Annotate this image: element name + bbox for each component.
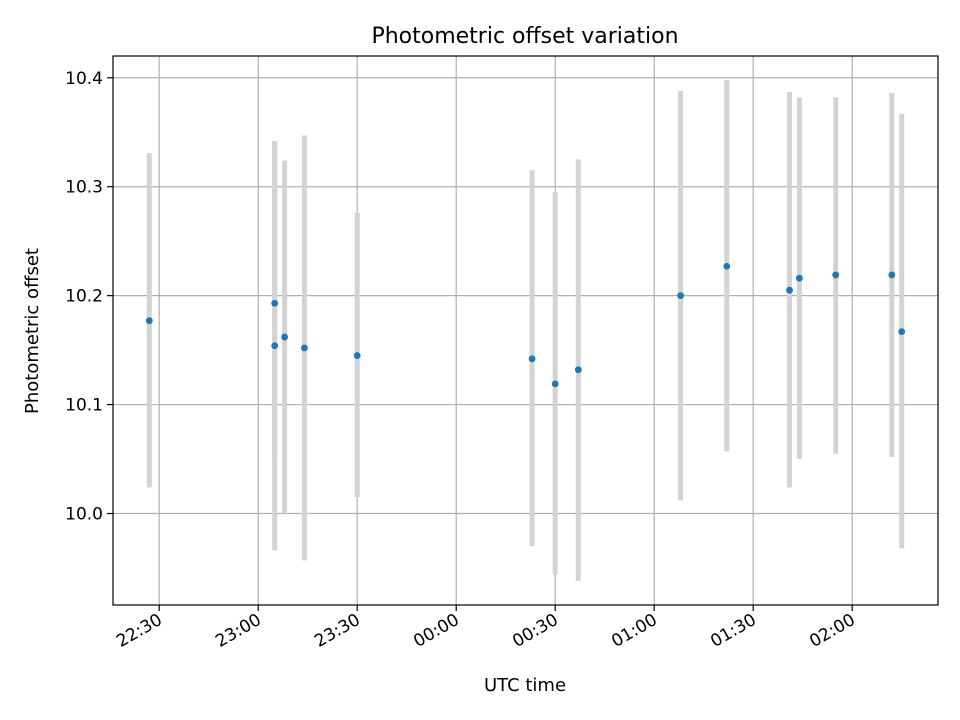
x-tick-label: 01:30 xyxy=(707,610,759,652)
x-tick-label: 22:30 xyxy=(113,610,165,652)
x-tick-label: 23:30 xyxy=(311,610,363,652)
data-point xyxy=(786,286,793,294)
y-tick-label: 10.2 xyxy=(65,287,103,307)
point-layer xyxy=(145,262,906,388)
data-point xyxy=(551,380,559,388)
y-tick-label: 10.0 xyxy=(65,505,103,525)
data-point xyxy=(301,344,308,352)
data-point xyxy=(723,262,731,270)
data-point xyxy=(888,271,896,279)
plot-frame xyxy=(112,55,939,606)
data-point xyxy=(796,274,803,282)
data-point xyxy=(574,366,582,374)
errorbar-layer xyxy=(146,79,905,582)
chart-title: Photometric offset variation xyxy=(371,24,678,49)
data-point xyxy=(145,317,153,325)
y-tick-label: 10.1 xyxy=(65,396,103,416)
x-tick-label: 00:00 xyxy=(410,610,462,652)
x-tick-label: 01:00 xyxy=(608,610,660,652)
data-point xyxy=(353,352,361,359)
data-point xyxy=(898,328,906,335)
data-point xyxy=(528,355,536,363)
data-point xyxy=(271,299,279,307)
data-point xyxy=(281,333,288,341)
grid-layer xyxy=(113,56,938,605)
tick-layer: 22:30 23:00 23:30 00:00 00:30 01:00 01:30 02:00… xyxy=(65,69,859,652)
data-point xyxy=(271,342,279,350)
data-point xyxy=(677,292,684,300)
y-axis-label: Photometric offset xyxy=(22,248,43,414)
y-tick-label: 10.3 xyxy=(65,178,103,198)
y-tick-label: 10.4 xyxy=(65,69,103,89)
x-axis-label: UTC time xyxy=(484,675,566,696)
x-tick-label: 00:30 xyxy=(509,610,561,652)
x-tick-label: 02:00 xyxy=(806,610,858,652)
x-tick-label: 23:00 xyxy=(212,610,264,652)
data-point xyxy=(832,271,840,279)
